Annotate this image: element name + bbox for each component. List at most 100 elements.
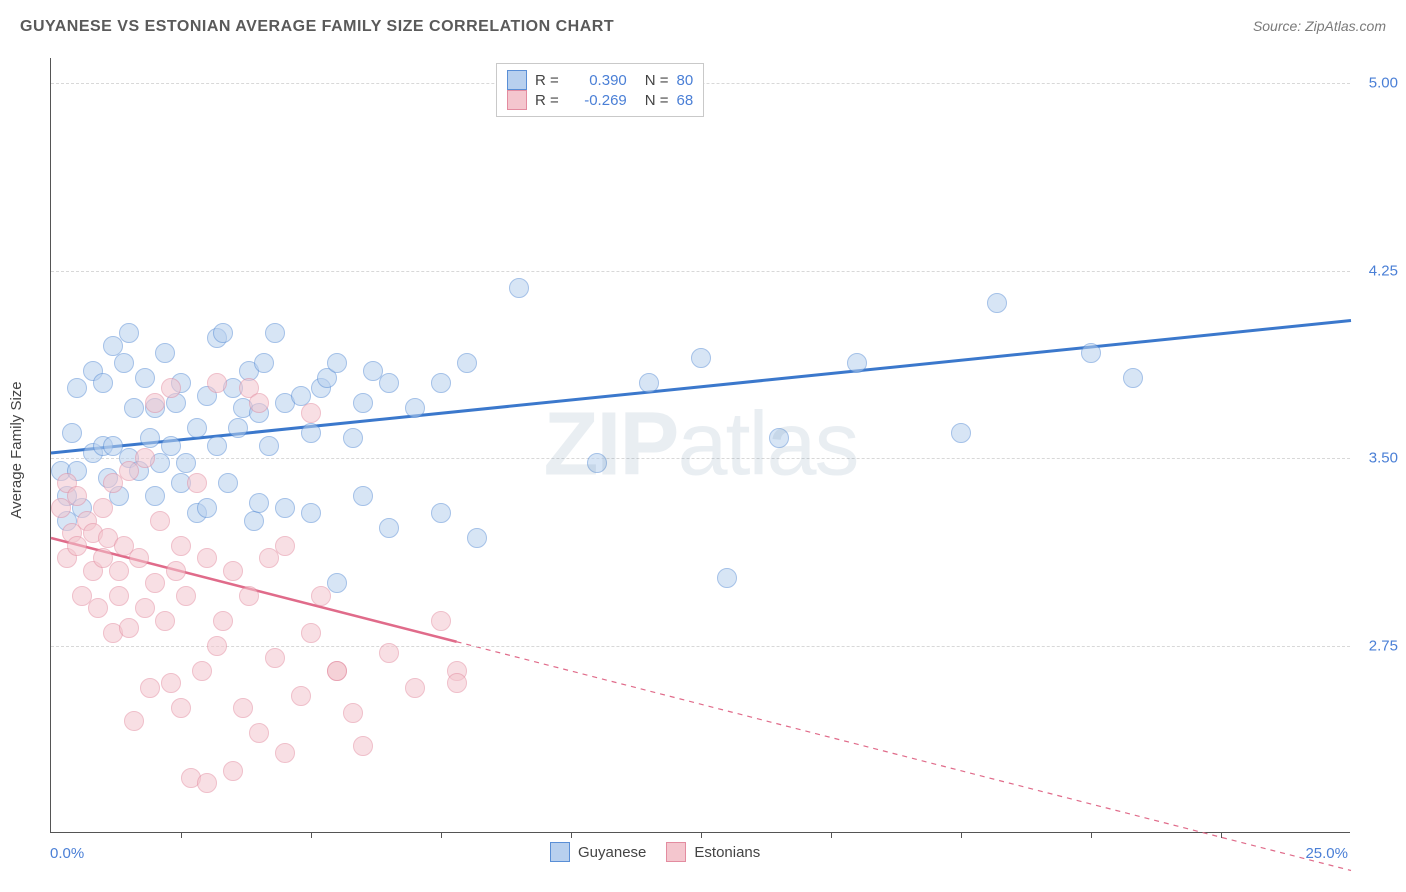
scatter-point [379,643,399,663]
grid-line [51,271,1350,272]
scatter-point [67,378,87,398]
scatter-point [119,323,139,343]
scatter-point [197,498,217,518]
scatter-point [161,436,181,456]
xtick [1091,832,1092,838]
scatter-point [207,436,227,456]
legend-series-label: Estonians [694,844,760,861]
legend-n-label: N = [645,92,669,109]
legend-r-label: R = [535,92,559,109]
scatter-point [192,661,212,681]
legend-n-label: N = [645,72,669,89]
scatter-point [327,661,347,681]
scatter-point [213,611,233,631]
scatter-point [405,678,425,698]
xtick [571,832,572,838]
scatter-point [119,618,139,638]
legend-n-value: 68 [677,92,694,109]
legend-bottom-item: Estonians [666,842,760,862]
scatter-point [135,598,155,618]
scatter-point [353,736,373,756]
legend-top-row: R = -0.269 N = 68 [507,90,693,110]
scatter-point [327,353,347,373]
grid-line [51,646,1350,647]
legend-bottom-item: Guyanese [550,842,646,862]
scatter-point [166,561,186,581]
scatter-point [987,293,1007,313]
scatter-point [93,498,113,518]
scatter-point [187,418,207,438]
xaxis-end-label: 25.0% [1305,845,1348,862]
scatter-point [140,678,160,698]
scatter-point [457,353,477,373]
scatter-point [171,698,191,718]
scatter-point [145,486,165,506]
scatter-point [847,353,867,373]
xtick [1221,832,1222,838]
scatter-point [379,373,399,393]
ytick-label: 5.00 [1369,75,1398,92]
scatter-point [244,511,264,531]
scatter-point [275,743,295,763]
scatter-point [951,423,971,443]
legend-top-row: R =0.390N =80 [507,70,693,90]
scatter-point [239,586,259,606]
xtick [961,832,962,838]
scatter-point [509,278,529,298]
ytick-label: 2.75 [1369,637,1398,654]
scatter-point [265,648,285,668]
legend-r-value: -0.269 [567,92,627,109]
scatter-point [353,393,373,413]
grid-line [51,458,1350,459]
legend-series-label: Guyanese [578,844,646,861]
scatter-point [218,473,238,493]
scatter-point [67,486,87,506]
scatter-point [311,586,331,606]
scatter-point [228,418,248,438]
scatter-point [109,561,129,581]
legend-bottom: Guyanese Estonians [550,842,760,862]
scatter-point [379,518,399,538]
scatter-point [639,373,659,393]
source-label: Source: ZipAtlas.com [1253,18,1386,34]
legend-swatch [666,842,686,862]
plot-area: ZIPatlas R =0.390N =80R =-0.269N =68 2.7… [50,58,1350,833]
scatter-point [155,611,175,631]
xtick [831,832,832,838]
scatter-point [233,698,253,718]
scatter-point [291,686,311,706]
scatter-point [207,373,227,393]
scatter-point [343,703,363,723]
scatter-point [275,498,295,518]
scatter-point [343,428,363,448]
xtick [311,832,312,838]
scatter-point [145,393,165,413]
scatter-point [207,636,227,656]
legend-r-label: R = [535,72,559,89]
scatter-point [197,548,217,568]
scatter-point [155,343,175,363]
legend-swatch [550,842,570,862]
scatter-point [187,473,207,493]
trend-line-dashed [457,642,1351,871]
scatter-point [769,428,789,448]
scatter-point [447,673,467,693]
scatter-point [431,373,451,393]
scatter-point [301,503,321,523]
scatter-point [88,598,108,618]
scatter-point [62,423,82,443]
scatter-point [431,503,451,523]
scatter-point [124,711,144,731]
scatter-point [301,403,321,423]
scatter-point [161,673,181,693]
scatter-point [249,393,269,413]
legend-n-value: 80 [677,72,694,89]
yaxis-title: Average Family Size [8,381,25,518]
legend-top: R =0.390N =80R =-0.269N =68 [496,63,704,117]
scatter-point [265,323,285,343]
scatter-point [1081,343,1101,363]
scatter-point [254,353,274,373]
xtick [181,832,182,838]
scatter-point [197,773,217,793]
scatter-point [431,611,451,631]
